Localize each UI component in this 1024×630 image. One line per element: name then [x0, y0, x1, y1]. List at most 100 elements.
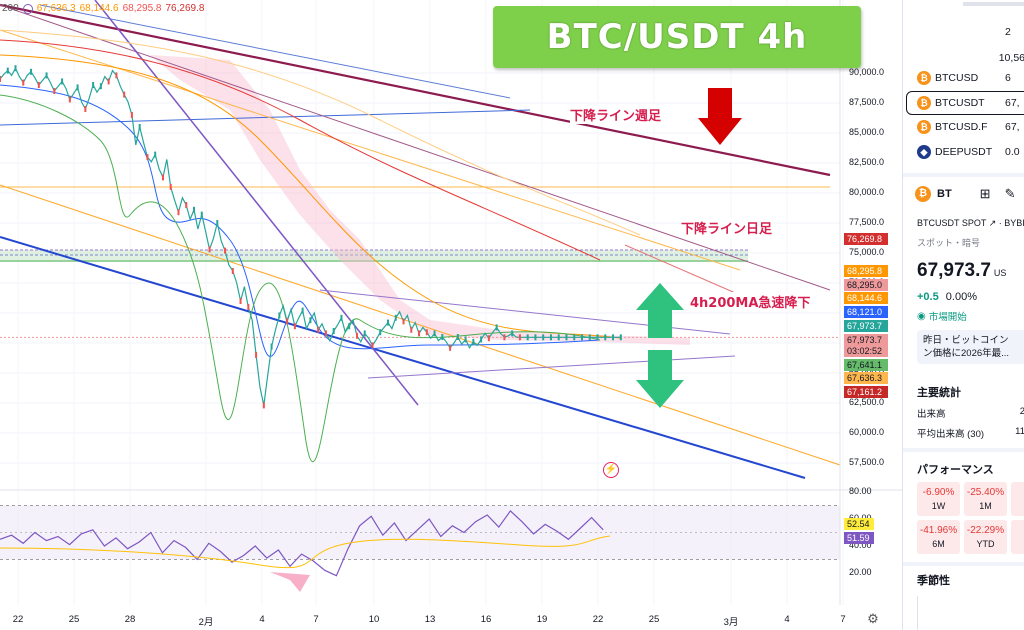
- perf-pct: -22.29%: [966, 525, 1005, 536]
- candle: [293, 323, 296, 330]
- watchlist-row-deepusdt[interactable]: ◆ DEEPUSDT 0.0: [903, 140, 1024, 164]
- candle: [317, 326, 320, 333]
- stat-value: 2: [1020, 406, 1024, 420]
- candle: [480, 336, 483, 343]
- performance-tile-1m[interactable]: -25.40% 1M: [964, 482, 1007, 516]
- chart-area[interactable]: 200 67,636.3 68,144.6 68,295.8 76,269.8 …: [0, 0, 902, 630]
- price-tick-label: 75,000.0: [849, 247, 885, 257]
- steep-downtrend-line: [94, 0, 419, 406]
- time-tick-label: 3月: [723, 617, 739, 628]
- divider: [903, 562, 1024, 566]
- candle: [0, 76, 1, 82]
- bitcoin-icon: ₿: [917, 71, 931, 85]
- candle: [371, 342, 374, 349]
- price-chart-svg[interactable]: [0, 0, 902, 630]
- performance-tile-6m[interactable]: -41.96% 6M: [917, 520, 960, 554]
- watchlist-value: 67,: [1005, 97, 1020, 109]
- price-tag: 76,269.8: [844, 233, 888, 245]
- detail-category: スポット・暗号: [917, 238, 981, 248]
- candle: [581, 334, 583, 341]
- candle: [549, 334, 552, 341]
- price-tick-label: 60,000.0: [849, 427, 885, 437]
- performance-tile-1w[interactable]: -6.90% 1W: [917, 482, 960, 516]
- price-tag: 67,641.1: [844, 359, 888, 371]
- ma200-line: [0, 39, 601, 261]
- candle: [324, 330, 327, 337]
- performance-tile[interactable]: -2: [1011, 520, 1024, 554]
- time-tick-label: 7: [840, 614, 846, 625]
- grid: [0, 72, 840, 464]
- candle: [379, 329, 382, 336]
- time-tick-label: 25: [648, 614, 660, 625]
- candle: [588, 334, 591, 341]
- price-series-line: [0, 66, 621, 406]
- candle: [45, 72, 48, 79]
- detail-source-row: BTCUSDT SPOT ↗ · BYBI: [917, 218, 1024, 229]
- triangle-lower-line: [367, 355, 736, 379]
- watchlist-row[interactable]: 2: [903, 20, 1024, 44]
- current-price: 67,973.7 US: [917, 260, 1006, 282]
- lagging-line: [0, 94, 601, 462]
- legend-value: 68,295.8: [122, 3, 162, 14]
- price-tag: 67,973.7: [844, 320, 888, 332]
- performance-tile-ytd[interactable]: -22.29% YTD: [964, 520, 1007, 554]
- rsi-tick-label: 40.00: [849, 540, 872, 550]
- bolt-icon[interactable]: ⚡: [603, 462, 619, 478]
- sidebar: 2 10,56 ₿ BTCUSD 6 ₿ BTCUSDT 67, ₿ BTCUS…: [902, 0, 1024, 630]
- candle: [231, 268, 234, 274]
- deep-coin-icon: ◆: [917, 145, 931, 159]
- detail-symbol-short: BT: [937, 188, 952, 200]
- detail-source: BTCUSDT SPOT: [917, 218, 987, 228]
- watchlist-row-btcusdt[interactable]: ₿ BTCUSDT 67,: [906, 91, 1024, 115]
- stat-value: 11: [1015, 426, 1024, 437]
- price-tag: 67,636.3: [844, 372, 888, 384]
- rsi-oversold-fill: [270, 572, 310, 592]
- candle: [355, 332, 358, 339]
- watchlist-row[interactable]: 10,56: [903, 46, 1024, 70]
- time-tick-label: 28: [124, 614, 136, 625]
- down-arrow-green: [636, 350, 684, 408]
- legend-eye-icon[interactable]: [22, 3, 33, 14]
- candle: [472, 338, 475, 345]
- candle: [262, 402, 265, 409]
- candle: [464, 336, 467, 343]
- external-link-icon[interactable]: ↗ ·: [988, 218, 1005, 228]
- lower-channel-line: [0, 236, 806, 479]
- candle: [542, 334, 545, 341]
- watchlist-symbol: BTCUSD: [935, 72, 979, 84]
- key-stats-title: 主要統計: [917, 387, 961, 399]
- candle: [418, 330, 421, 337]
- candle: [185, 202, 188, 208]
- grid-view-icon[interactable]: ⊞: [979, 186, 991, 201]
- news-card[interactable]: 昨日・ビットコイン ン価格に2026年最...: [917, 330, 1024, 364]
- candle: [402, 318, 405, 325]
- candle: [92, 82, 95, 88]
- performance-tile[interactable]: -3: [1011, 482, 1024, 516]
- seasonality-title: 季節性: [917, 575, 950, 587]
- candle: [573, 334, 576, 341]
- trendlines: [0, 0, 841, 479]
- watchlist-symbol: DEEPUSDT: [935, 146, 993, 158]
- rsi-ma-line: [0, 535, 611, 569]
- candle: [107, 78, 110, 85]
- change-pct: 0.00%: [945, 291, 977, 303]
- edit-icon[interactable]: ✎: [1004, 186, 1016, 201]
- news-line: ン価格に2026年最...: [923, 348, 1010, 359]
- candle: [37, 82, 40, 88]
- watchlist-row-btcusd[interactable]: ₿ BTCUSD 6: [903, 66, 1024, 90]
- candle: [22, 79, 25, 86]
- candle: [619, 334, 622, 341]
- candle: [557, 334, 560, 341]
- candle: [130, 112, 133, 118]
- candle: [433, 330, 436, 337]
- watchlist-row-btcusd-f[interactable]: ₿ BTCUSD.F 67,: [903, 115, 1024, 139]
- gear-icon[interactable]: ⚙: [867, 611, 879, 626]
- sidebar-top-strip: [963, 2, 1024, 6]
- watchlist-value: 2: [1005, 26, 1011, 38]
- candle: [441, 334, 444, 340]
- legend-prefix: 200: [2, 3, 19, 14]
- perf-pct: -2: [1011, 525, 1024, 536]
- candle: [348, 323, 351, 330]
- legend-value: 76,269.8: [165, 3, 205, 14]
- candle: [161, 174, 164, 181]
